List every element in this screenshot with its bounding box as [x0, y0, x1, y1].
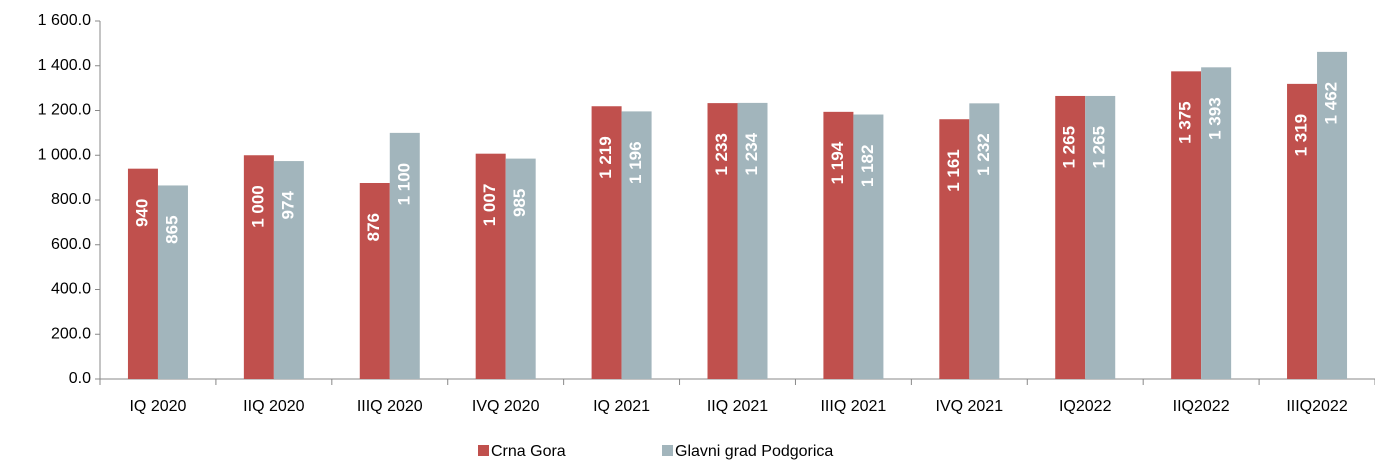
x-tick-label: IIIQ2022: [1286, 398, 1347, 415]
bar: [475, 153, 506, 379]
value-label: 1 265: [1060, 126, 1079, 169]
value-label: 1 100: [394, 163, 413, 206]
x-tick-label: IIQ2022: [1173, 398, 1230, 415]
bar: [621, 111, 652, 380]
value-label: 1 234: [742, 132, 761, 175]
legend-label: Glavni grad Podgorica: [675, 443, 833, 460]
y-tick-label: 600.0: [51, 236, 91, 253]
x-tick-label: IIIQ 2021: [820, 398, 886, 415]
bar: [1201, 67, 1232, 379]
bar: [969, 103, 1000, 379]
value-label: 876: [364, 213, 383, 241]
legend-swatch: [662, 445, 673, 456]
bar: [823, 111, 854, 379]
value-label: 1 393: [1206, 97, 1225, 140]
y-tick-label: 200.0: [51, 325, 91, 342]
y-tick-label: 1 000.0: [38, 146, 91, 163]
bar: [737, 102, 768, 379]
bar: [127, 168, 158, 379]
y-tick-label: 1 400.0: [38, 57, 91, 74]
value-label: 865: [162, 215, 181, 243]
bar: [157, 185, 188, 379]
legend-swatch: [478, 445, 489, 456]
value-label: 1 462: [1322, 82, 1341, 125]
bar: [1287, 83, 1318, 379]
x-tick-label: IQ 2021: [593, 398, 650, 415]
bar: [1085, 95, 1116, 380]
bar: [243, 155, 274, 379]
value-label: 1 233: [712, 133, 731, 176]
value-label: 985: [510, 189, 529, 217]
y-tick-label: 1 200.0: [38, 102, 91, 119]
x-tick-label: IQ2022: [1059, 398, 1112, 415]
y-tick-label: 0.0: [69, 370, 91, 387]
bar: [1171, 71, 1202, 379]
bar: [853, 114, 884, 379]
value-label: 1 182: [858, 145, 877, 188]
x-tick-label: IVQ 2020: [472, 398, 540, 415]
y-tick-label: 1 600.0: [38, 12, 91, 29]
bar: [273, 161, 304, 379]
value-label: 1 265: [1090, 126, 1109, 169]
bar: [389, 132, 420, 379]
value-label: 1 007: [480, 184, 499, 227]
bar: [359, 182, 390, 379]
x-tick-label: IQ 2020: [129, 398, 186, 415]
value-label: 1 375: [1176, 101, 1195, 144]
value-label: 1 194: [828, 141, 847, 184]
bar: [707, 103, 738, 380]
bar: [591, 106, 622, 379]
bar: [1317, 51, 1348, 379]
value-label: 940: [132, 199, 151, 227]
legend-label: Crna Gora: [491, 443, 566, 460]
bar: [1055, 95, 1086, 380]
x-tick-label: IIIQ 2020: [357, 398, 423, 415]
y-tick-label: 400.0: [51, 281, 91, 298]
value-label: 1 196: [626, 141, 645, 184]
value-label: 1 319: [1292, 114, 1311, 157]
x-tick-label: IIQ 2021: [707, 398, 768, 415]
value-label: 1 219: [596, 136, 615, 179]
y-tick-label: 800.0: [51, 191, 91, 208]
value-label: 1 161: [944, 149, 963, 192]
bar: [505, 158, 536, 379]
x-tick-label: IVQ 2021: [936, 398, 1004, 415]
x-tick-label: IIQ 2020: [243, 398, 304, 415]
value-label: 1 000: [248, 185, 267, 228]
value-label: 1 232: [974, 133, 993, 176]
value-label: 974: [278, 191, 297, 220]
bar: [939, 119, 970, 379]
